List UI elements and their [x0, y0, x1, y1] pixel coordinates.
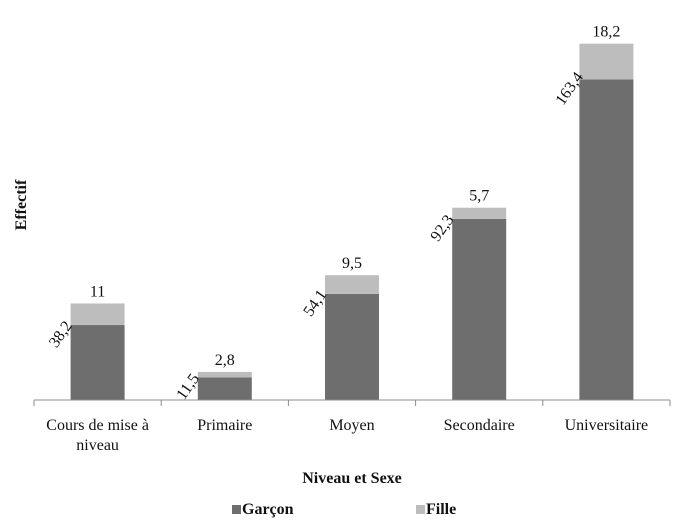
- bar-fille: [70, 303, 125, 326]
- data-label-fille: 11: [90, 283, 105, 300]
- legend-swatch-fille: [416, 505, 425, 514]
- bar-fille: [452, 207, 507, 219]
- legend-swatch-garcon: [232, 505, 241, 514]
- x-tick-label: Secondaire: [444, 417, 515, 434]
- bar-fille: [325, 275, 379, 294]
- data-label-fille: 9,5: [342, 255, 362, 272]
- bar-garcon: [579, 79, 634, 401]
- bar-fille: [579, 43, 634, 80]
- x-tick-label: Universitaire: [565, 417, 649, 434]
- y-axis-title: Effectif: [13, 179, 30, 230]
- bar-garcon: [452, 218, 507, 400]
- x-axis-title: Niveau et Sexe: [302, 470, 402, 487]
- legend-label-fille: Fille: [426, 501, 456, 518]
- bars-layer: [70, 43, 634, 401]
- x-axis-ticks: [33, 400, 671, 406]
- x-tick-label: Primaire: [197, 417, 252, 434]
- bar-garcon: [325, 293, 379, 400]
- data-label-fille: 5,7: [469, 188, 489, 205]
- data-label-fille: 18,2: [592, 24, 620, 41]
- x-tick-label: niveau: [76, 437, 119, 454]
- data-label-fille: 2,8: [215, 352, 235, 369]
- legend: Garçon Fille: [232, 501, 456, 518]
- x-tick-label: Moyen: [329, 417, 374, 434]
- x-tick-label: Cours de mise à: [46, 417, 149, 434]
- x-axis-tick-labels: Cours de mise à niveau Primaire Moyen Second…: [46, 417, 648, 454]
- bar-garcon: [197, 377, 252, 400]
- bar-fille: [197, 371, 252, 378]
- bar-garcon: [70, 325, 125, 400]
- legend-label-garcon: Garçon: [242, 501, 294, 518]
